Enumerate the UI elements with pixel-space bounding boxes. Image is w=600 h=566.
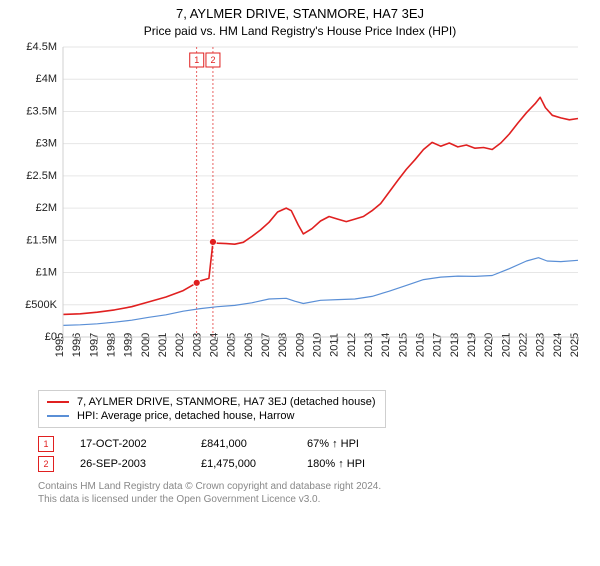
svg-text:2016: 2016 (415, 333, 427, 357)
svg-text:1999: 1999 (123, 333, 135, 357)
svg-text:2: 2 (210, 55, 215, 65)
svg-text:£1.5M: £1.5M (26, 234, 57, 246)
attribution: Contains HM Land Registry data © Crown c… (38, 480, 590, 506)
svg-text:2000: 2000 (140, 333, 152, 357)
svg-text:£4M: £4M (36, 73, 57, 85)
svg-text:2023: 2023 (535, 333, 547, 357)
svg-text:2022: 2022 (518, 333, 530, 357)
svg-text:£3M: £3M (36, 138, 57, 150)
sale-row: 2 26-SEP-2003 £1,475,000 180% ↑ HPI (38, 454, 590, 474)
price-chart: £0£500K£1M£1.5M£2M£2.5M£3M£3.5M£4M£4.5M1… (8, 42, 588, 382)
legend: 7, AYLMER DRIVE, STANMORE, HA7 3EJ (deta… (38, 390, 386, 428)
svg-text:2009: 2009 (294, 333, 306, 357)
svg-text:2006: 2006 (243, 333, 255, 357)
svg-text:2007: 2007 (260, 333, 272, 357)
footer-line1: Contains HM Land Registry data © Crown c… (38, 480, 590, 493)
svg-text:2005: 2005 (226, 333, 238, 357)
legend-item-hpi: HPI: Average price, detached house, Harr… (47, 409, 377, 423)
sale-marker-1: 1 (38, 436, 54, 452)
svg-text:1: 1 (194, 55, 199, 65)
sale-date: 17-OCT-2002 (80, 438, 175, 450)
legend-label: HPI: Average price, detached house, Harr… (77, 410, 294, 422)
sales-list: 1 17-OCT-2002 £841,000 67% ↑ HPI 2 26-SE… (38, 434, 590, 474)
svg-text:2003: 2003 (191, 333, 203, 357)
svg-text:£3.5M: £3.5M (26, 105, 57, 117)
sale-price: £841,000 (201, 438, 281, 450)
svg-text:1995: 1995 (54, 333, 66, 357)
chart-subtitle: Price paid vs. HM Land Registry's House … (0, 24, 600, 38)
svg-text:2008: 2008 (277, 333, 289, 357)
svg-text:2002: 2002 (174, 333, 186, 357)
svg-text:£2.5M: £2.5M (26, 170, 57, 182)
svg-text:£4.5M: £4.5M (26, 42, 57, 53)
svg-text:£500K: £500K (25, 299, 57, 311)
svg-text:2021: 2021 (500, 333, 512, 357)
svg-text:2001: 2001 (157, 333, 169, 357)
sale-price: £1,475,000 (201, 458, 281, 470)
svg-text:2013: 2013 (363, 333, 375, 357)
legend-item-property: 7, AYLMER DRIVE, STANMORE, HA7 3EJ (deta… (47, 395, 377, 409)
sale-hpi: 67% ↑ HPI (307, 438, 407, 450)
svg-text:2019: 2019 (466, 333, 478, 357)
legend-swatch (47, 401, 69, 403)
svg-text:2004: 2004 (209, 333, 221, 357)
legend-label: 7, AYLMER DRIVE, STANMORE, HA7 3EJ (deta… (77, 396, 376, 408)
sale-hpi: 180% ↑ HPI (307, 458, 407, 470)
svg-text:2017: 2017 (432, 333, 444, 357)
svg-text:2018: 2018 (449, 333, 461, 357)
footer-line2: This data is licensed under the Open Gov… (38, 493, 590, 506)
svg-text:2014: 2014 (380, 333, 392, 357)
address-title: 7, AYLMER DRIVE, STANMORE, HA7 3EJ (0, 6, 600, 21)
svg-text:1996: 1996 (71, 333, 83, 357)
legend-swatch (47, 415, 69, 417)
svg-text:1997: 1997 (88, 333, 100, 357)
svg-text:1998: 1998 (106, 333, 118, 357)
sale-row: 1 17-OCT-2002 £841,000 67% ↑ HPI (38, 434, 590, 454)
svg-text:2015: 2015 (397, 333, 409, 357)
svg-text:£2M: £2M (36, 202, 57, 214)
svg-text:2020: 2020 (483, 333, 495, 357)
sale-date: 26-SEP-2003 (80, 458, 175, 470)
svg-text:£1M: £1M (36, 267, 57, 279)
svg-text:2012: 2012 (346, 333, 358, 357)
svg-text:2010: 2010 (312, 333, 324, 357)
svg-text:2024: 2024 (552, 333, 564, 357)
svg-text:2025: 2025 (569, 333, 581, 357)
sale-marker-2: 2 (38, 456, 54, 472)
